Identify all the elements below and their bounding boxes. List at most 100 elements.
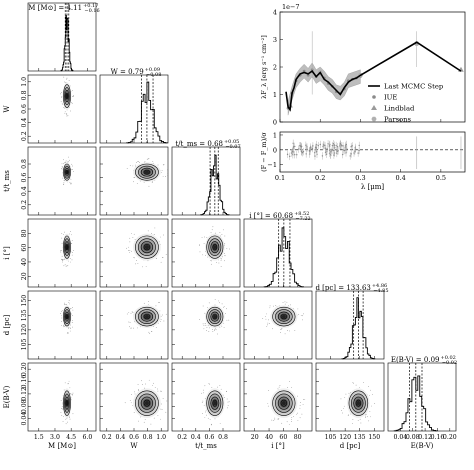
residual-x-tick-label-4: 0.5 [436,174,446,182]
sed-y-tick-label-0: 0 [273,119,277,127]
residual-y-tick-label-2: 1 [273,131,277,139]
panel-frame-4-4 [315,290,385,360]
y-tick-label-2-3: 0.8 [21,159,28,169]
panel-2-0: 0.2 0.4 0.6 0.8 [21,146,97,216]
residual-point [294,145,296,148]
residual-point [321,155,324,157]
panel-3-1 [99,218,169,288]
histogram-4 [341,297,376,360]
x-tick-label-4-1: 120 [339,434,351,441]
x-tick-label-3-1: 40 [265,434,273,441]
panel-frame-3-3 [243,218,313,288]
y-tick-label-2-1: 0.4 [21,186,28,196]
panel-2-2: t/t_ms = 0.68+0.05 −0.07 [171,139,241,216]
y-tick-label-2-2: 0.6 [21,173,28,183]
y-tick-label-3-2: 60 [21,244,28,252]
residual-point [324,151,327,153]
residual-y-axis-label: (F − F_m)/σ [260,132,268,172]
panel-frame-2-0 [27,146,97,216]
panel-5-1: 0.2 0.4 0.6 0.8 1.0 [99,362,169,441]
x-tick-label-2-1: 0.4 [191,434,201,441]
residual-point [306,146,308,148]
residual-point [314,146,317,149]
panel-frame-0-0 [27,2,97,72]
density-3-1 [126,227,167,268]
panel-4-3 [243,290,313,360]
y-tick-label-4-0: 105 [21,338,28,350]
density-5-0 [60,380,74,425]
sed-legend: Last MCMC Step IUE Lindblad Parsons [368,83,444,124]
residual-point [316,151,318,153]
panel-frame-4-0 [27,290,97,360]
residual-point [301,152,304,154]
panel-frame-2-2 [171,146,241,216]
x-tick-label-0-2: 4.5 [66,434,76,441]
iue-point [302,69,306,73]
residual-point [319,143,322,146]
residual-x-tick-label-3: 0.4 [395,174,405,182]
y-tick-label-3-0: 20 [21,272,28,280]
residual-point [358,149,360,152]
x-tick-label-4-3: 150 [368,434,380,441]
residual-point [305,144,307,146]
legend-swatch-lindblad [371,105,377,110]
panel-1-0: 0.2 0.4 0.6 0.8 1.0 [21,74,97,144]
y-axis-label-1: W [3,105,11,113]
residual-point [312,145,314,147]
residual-point [310,146,312,148]
y-tick-label-5-1: 0.08 [21,399,28,413]
residual-point [339,142,341,145]
panel-5-0: 1.5 3.0 4.5 6.0 0.040.080.120.160.20 [21,362,97,441]
param-title-sup-5: +0.02 [441,355,456,361]
residual-point [286,153,289,156]
density-5-1 [124,379,168,425]
residual-point [333,144,335,146]
residual-point [351,145,353,147]
x-tick-label-1-4: 1.0 [156,434,166,441]
y-tick-label-1-0: 0.2 [21,131,28,141]
panel-4-4: d [pc] = 133.63+4.86 −4.85 [315,283,389,360]
residual-point [290,152,293,154]
residual-point [300,145,302,147]
residual-point [345,143,347,146]
x-tick-label-3-2: 60 [279,434,287,441]
panel-frame-4-1 [99,290,169,360]
residual-point [333,154,335,156]
y-axis-label-2: t/t_ms [3,170,11,192]
param-title-sup-0: +0.17 [83,3,98,9]
y-tick-label-3-1: 40 [21,258,28,266]
residual-point [335,144,337,147]
param-title-0: M [M⊙] = 4.11+0.17 −0.16 [28,3,99,14]
panel-frame-5-0 [27,362,97,432]
residual-point [350,153,352,155]
x-tick-label-5-2: 0.12 [418,434,432,441]
y-axis-label-3: i [°] [3,246,11,260]
residual-point [336,146,339,148]
residual-point [291,150,293,152]
density-4-1 [126,301,168,335]
residual-point [341,153,344,156]
panel-5-2: 0.2 0.4 0.6 0.8 [171,362,241,441]
y-tick-label-1-1: 0.4 [21,118,28,128]
density-3-2 [199,226,230,267]
panel-3-3: i [°] = 60.68+8.52 −7.22 [243,211,313,288]
panel-frame-5-5 [387,362,457,432]
x-tick-label-1-1: 0.4 [115,434,125,441]
param-title-sub-0: −0.16 [84,8,99,14]
density-5-4 [340,381,376,424]
y-axis-label-5: E(B-V) [3,385,11,408]
residual-y-tick-label-0: −1 [267,161,277,169]
residual-point [297,148,300,150]
panel-2-1 [99,146,169,216]
panel-3-0: 20 40 60 80 [21,218,97,288]
x-axis-label-4: d [pc] [340,442,361,450]
panel-5-4: 105 120 135 150 [315,362,385,441]
panel-1-1: W = 0.79+0.09 −0.08 [99,67,169,144]
residual-point [326,148,328,150]
density-5-3 [267,381,306,426]
residual-point [335,149,337,151]
legend-label-iue: IUE [384,94,397,102]
iue-point [306,73,310,77]
residual-frame [279,131,466,173]
